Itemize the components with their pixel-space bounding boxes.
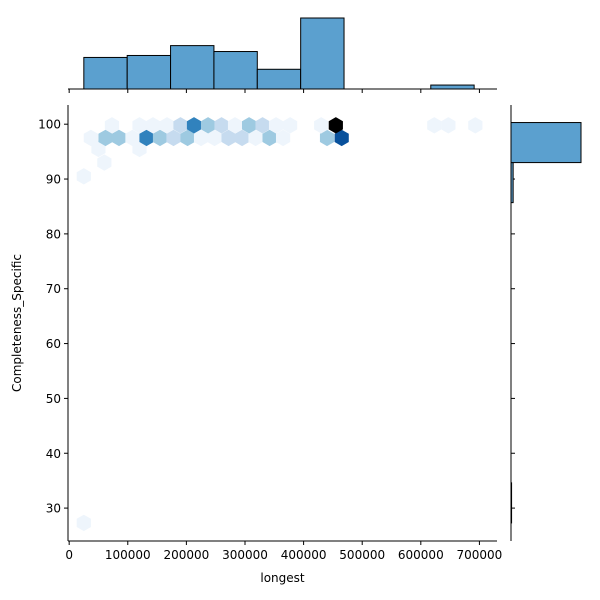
- hexbin-cell: [98, 129, 113, 147]
- y-tick-label: 40: [46, 447, 61, 461]
- y-tick-label: 60: [46, 337, 61, 351]
- hexbin-cell: [76, 168, 91, 185]
- marginal-x-histogram: [68, 17, 497, 93]
- hexbin-cell: [180, 129, 195, 147]
- hexbin-cell: [262, 129, 277, 147]
- hexbin-cell: [132, 117, 147, 134]
- hexbin-cell: [328, 117, 343, 134]
- hexbin-cell: [97, 154, 112, 171]
- marginal-x-bar: [300, 17, 345, 90]
- y-axis-ticks: 30 40 50 60 70 80 90 100: [38, 118, 68, 516]
- x-axis-label: longest: [260, 571, 305, 585]
- x-tick-label: 300000: [222, 548, 268, 562]
- hexbin-cell: [166, 129, 181, 147]
- hexbin-cell: [334, 129, 349, 147]
- hexbin-cell: [173, 117, 188, 134]
- y-tick-label: 30: [46, 502, 61, 516]
- marginal-x-bar: [83, 56, 128, 90]
- hexbin-cell: [255, 117, 270, 134]
- x-tick-label: 100000: [105, 548, 151, 562]
- marginal-y-bar: [510, 162, 514, 204]
- hexbin-cell: [139, 129, 154, 147]
- hexbin-cell: [91, 140, 106, 158]
- x-tick-label: 400000: [281, 548, 327, 562]
- hexbin-cell: [234, 129, 250, 147]
- hexbin-cell: [186, 117, 202, 134]
- x-tick-label: 500000: [339, 548, 385, 562]
- marginal-x-bar: [126, 54, 172, 90]
- x-tick-label: 0: [65, 548, 73, 562]
- hexbin-cell: [145, 117, 161, 134]
- x-axis-ticks: 0 100000 200000 300000 400000 500000 600000 700…: [65, 541, 502, 562]
- hexbin-cell: [207, 129, 222, 147]
- hexbin-cell: [248, 129, 263, 147]
- hexbin-cell: [441, 117, 456, 134]
- hexbin-cell: [159, 117, 175, 134]
- hexbin-cell: [111, 129, 127, 147]
- x-tick-label: 600000: [398, 548, 444, 562]
- hexbin-cell: [268, 117, 284, 134]
- hexbin-cell: [283, 117, 298, 134]
- marginal-x-bar: [256, 68, 302, 90]
- hexbin-cell: [152, 129, 168, 147]
- x-tick-label: 200000: [163, 548, 209, 562]
- hexbin-cell: [319, 129, 335, 147]
- marginal-y-bar: [510, 122, 582, 164]
- y-tick-label: 50: [46, 392, 61, 406]
- y-tick-label: 80: [46, 227, 61, 241]
- y-tick-label: 70: [46, 282, 61, 296]
- y-tick-label: 100: [38, 118, 61, 132]
- marginal-y-histogram: [510, 105, 582, 541]
- hexbin-cell: [83, 129, 98, 147]
- x-tick-label: 700000: [457, 548, 503, 562]
- hexbin-cells: [76, 117, 483, 532]
- y-tick-label: 90: [46, 173, 61, 187]
- hexbin-cell: [104, 117, 120, 134]
- hexbin-cell: [76, 514, 91, 532]
- hexbin-cell: [241, 117, 257, 134]
- hexbin-plot-area: 0 100000 200000 300000 400000 500000 600000 700…: [38, 105, 502, 562]
- hexbin-cell: [132, 140, 147, 158]
- hexbin-cell: [200, 117, 216, 134]
- hexbin-cell: [275, 129, 291, 147]
- hexbin-cell: [193, 129, 209, 147]
- y-axis-label: Completeness_Specific: [10, 254, 24, 392]
- hexbin-cell: [227, 117, 243, 134]
- marginal-x-bar: [170, 45, 215, 90]
- marginal-y-bar: [510, 482, 513, 524]
- hexbin-cell: [221, 129, 236, 147]
- marginal-x-bar: [213, 51, 258, 90]
- hexbin-cell: [125, 129, 140, 147]
- hexbin-cell: [214, 117, 229, 134]
- hexbin-cell: [314, 117, 329, 134]
- hexbin-cell: [427, 117, 442, 134]
- hexbin-cell: [468, 117, 483, 134]
- marginal-x-bar: [430, 84, 475, 90]
